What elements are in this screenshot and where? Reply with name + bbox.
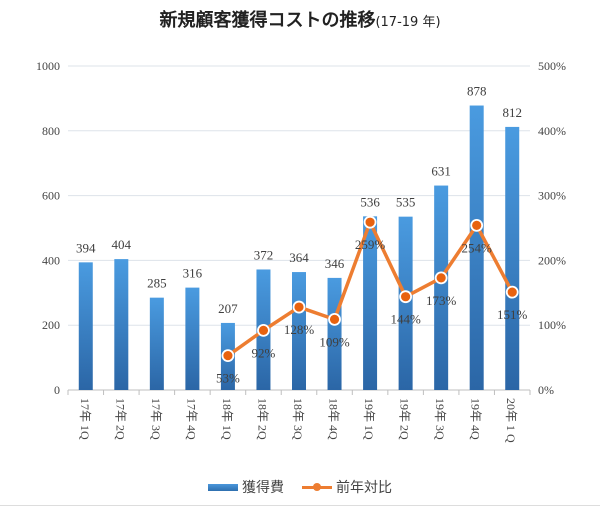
left-axis-tick: 800 [42, 124, 60, 138]
category-label: 20年 1 Q [504, 398, 518, 443]
bar [292, 272, 306, 390]
chart-title: 新規顧客獲得コストの推移(17-19 年) [0, 6, 600, 32]
line-point [257, 323, 270, 337]
bar [114, 259, 129, 390]
line-data-label: 128% [284, 322, 315, 337]
legend-item-line: 前年対比 [302, 477, 392, 497]
category-label: 17年 2Q [113, 398, 127, 440]
legend: 獲得費 前年対比 [0, 477, 600, 497]
line-point [505, 285, 519, 299]
legend-label: 獲得費 [242, 480, 284, 496]
category-label: 18年 3Q [291, 398, 305, 440]
bar-data-label: 878 [467, 84, 487, 99]
bar-data-label: 346 [325, 256, 345, 271]
category-label: 17年 3Q [149, 398, 163, 440]
right-axis-tick: 500% [538, 59, 566, 73]
line-data-label: 173% [426, 293, 457, 308]
line-point [434, 271, 448, 285]
left-axis-tick: 0 [54, 383, 60, 397]
line-point [221, 349, 235, 363]
bar [185, 287, 200, 390]
right-axis-tick: 400% [538, 124, 566, 138]
bar [78, 262, 93, 390]
bar-data-label: 404 [112, 237, 132, 252]
bar-data-label: 631 [431, 164, 451, 179]
line-data-label: 144% [390, 312, 421, 327]
category-label: 18年 4Q [327, 398, 341, 440]
chart-title-main: 新規顧客獲得コストの推移 [159, 10, 376, 31]
legend-label: 前年対比 [336, 480, 392, 496]
line-point [470, 219, 484, 232]
bar-data-label: 812 [502, 105, 522, 120]
line-point [363, 215, 377, 229]
divider [0, 505, 600, 506]
left-axis-tick: 200 [42, 318, 60, 332]
bar [434, 185, 449, 390]
bar-data-label: 394 [76, 240, 96, 255]
category-label: 17年 4Q [184, 398, 198, 440]
category-label: 17年 1Q [78, 398, 92, 440]
line-data-label: 151% [497, 307, 528, 322]
line-data-label: 53% [216, 371, 240, 386]
bar [149, 297, 164, 390]
bar-data-label: 535 [396, 195, 416, 210]
category-label: 18年 2Q [255, 398, 269, 440]
bar [398, 216, 413, 390]
right-axis-tick: 100% [538, 318, 566, 332]
line-data-label: 92% [252, 345, 276, 360]
legend-swatch-line [302, 482, 332, 491]
bar-data-label: 316 [183, 266, 203, 281]
legend-swatch-bar [208, 483, 238, 491]
bar-data-label: 372 [254, 247, 274, 262]
category-label: 19年 1Q [362, 398, 376, 440]
bar-data-label: 285 [147, 276, 167, 291]
line-data-label: 259% [355, 237, 386, 252]
bar-data-label: 536 [360, 194, 380, 209]
right-axis-tick: 0% [538, 383, 554, 397]
category-label: 19年 2Q [398, 398, 412, 440]
bar-data-label: 364 [289, 250, 309, 265]
legend-item-bar: 獲得費 [208, 477, 284, 497]
right-axis-tick: 300% [538, 189, 566, 203]
left-axis-tick: 600 [42, 189, 60, 203]
bar-data-label: 207 [218, 301, 238, 316]
line-point [399, 290, 413, 304]
line-data-label: 109% [319, 334, 350, 349]
bar [363, 216, 378, 390]
bar [505, 126, 520, 391]
category-label: 18年 1Q [220, 398, 234, 440]
line-data-label: 254% [462, 240, 493, 255]
right-axis-tick: 200% [538, 253, 566, 267]
left-axis-tick: 400 [42, 253, 60, 267]
bar [469, 105, 484, 390]
category-label: 19年 4Q [469, 398, 483, 440]
chart-title-suffix: (17-19 年) [375, 15, 441, 30]
category-label: 19年 3Q [433, 398, 447, 440]
line-point [328, 312, 341, 326]
line-point [292, 300, 306, 314]
left-axis-tick: 1000 [36, 59, 60, 73]
